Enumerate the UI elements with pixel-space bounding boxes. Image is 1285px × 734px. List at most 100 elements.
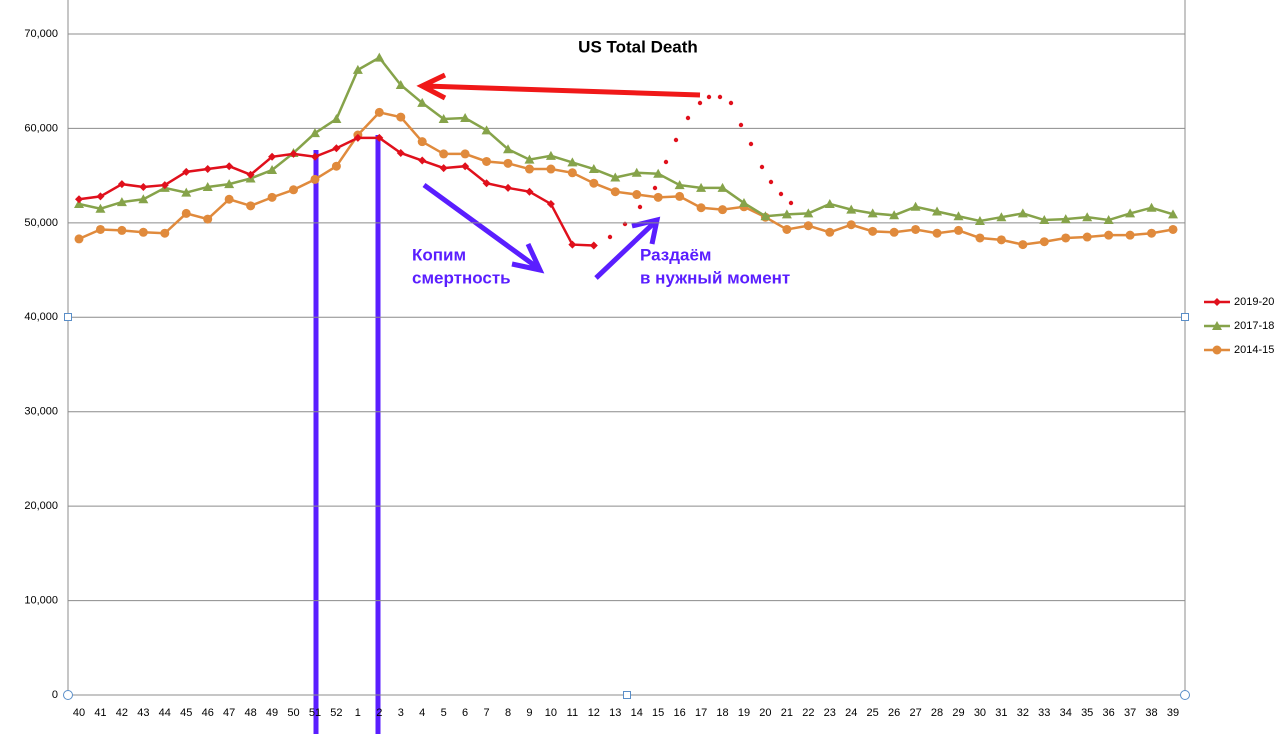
- marker: [911, 224, 921, 234]
- x-tick-label: 12: [588, 707, 600, 719]
- marker: [375, 133, 384, 142]
- y-tick-label: 40,000: [24, 311, 58, 323]
- marker: [846, 204, 857, 214]
- arrow: [416, 72, 701, 101]
- marker: [396, 148, 405, 157]
- marker: [482, 156, 492, 166]
- marker: [181, 208, 191, 218]
- x-tick-label: 30: [974, 707, 986, 719]
- marker: [117, 225, 127, 235]
- x-tick-label: 48: [244, 707, 256, 719]
- marker: [545, 150, 556, 160]
- x-tick-label: 10: [545, 707, 557, 719]
- x-tick-label: 16: [674, 707, 686, 719]
- marker: [610, 172, 621, 182]
- legend-item: 2017-18: [1204, 320, 1274, 332]
- x-tick-label: 7: [484, 707, 490, 719]
- marker: [481, 125, 492, 135]
- dot: [768, 179, 774, 185]
- x-tick-label: 46: [202, 707, 214, 719]
- x-tick-label: 32: [1017, 707, 1029, 719]
- marker: [846, 220, 856, 230]
- handle: [1181, 313, 1189, 321]
- marker: [1061, 233, 1071, 243]
- marker: [289, 185, 299, 195]
- arrow: [422, 182, 545, 274]
- marker: [889, 227, 899, 237]
- marker: [75, 195, 83, 204]
- y-tick-label: 30,000: [24, 406, 58, 418]
- x-tick-label: 43: [137, 707, 149, 719]
- marker: [461, 162, 470, 171]
- marker: [202, 181, 213, 191]
- marker: [203, 214, 213, 224]
- x-tick-label: 38: [1145, 707, 1157, 719]
- x-tick-label: 23: [824, 707, 836, 719]
- marker: [1017, 208, 1028, 218]
- x-tick-label: 4: [419, 707, 425, 719]
- marker: [439, 149, 449, 159]
- y-tick-label: 10,000: [24, 594, 58, 606]
- x-tick-label: 13: [609, 707, 621, 719]
- marker: [1082, 232, 1092, 242]
- legend-marker: [1212, 345, 1222, 355]
- handle: [623, 691, 631, 699]
- x-tick-label: 5: [441, 707, 447, 719]
- x-tick-label: 45: [180, 707, 192, 719]
- x-tick-label: 20: [759, 707, 771, 719]
- x-tick-label: 40: [73, 707, 85, 719]
- marker: [696, 182, 707, 192]
- marker: [1146, 202, 1157, 212]
- x-tick-label: 41: [94, 707, 106, 719]
- marker: [289, 149, 298, 158]
- marker: [889, 210, 900, 220]
- arrow: [594, 216, 661, 280]
- marker: [224, 194, 234, 204]
- x-tick-label: 21: [781, 707, 793, 719]
- x-tick-label: 50: [287, 707, 299, 719]
- marker: [546, 199, 555, 208]
- x-tick-label: 49: [266, 707, 278, 719]
- marker: [246, 201, 256, 211]
- marker: [116, 197, 127, 207]
- marker: [568, 240, 577, 249]
- legend-marker: [1213, 298, 1221, 306]
- marker: [95, 224, 105, 234]
- marker: [331, 161, 341, 171]
- annotation: в нужный момент: [640, 268, 790, 287]
- x-tick-label: 17: [695, 707, 707, 719]
- marker: [267, 164, 278, 174]
- marker: [95, 203, 106, 213]
- x-tick-label: 36: [1103, 707, 1115, 719]
- marker: [953, 211, 964, 221]
- marker: [782, 224, 792, 234]
- marker: [439, 164, 448, 173]
- marker: [438, 113, 449, 123]
- marker: [932, 228, 942, 238]
- marker: [524, 154, 535, 164]
- x-tick-label: 11: [567, 707, 578, 719]
- marker: [910, 201, 921, 211]
- handle: [1180, 690, 1190, 700]
- marker: [567, 157, 578, 167]
- dot: [637, 204, 643, 210]
- x-tick-label: 22: [802, 707, 814, 719]
- marker: [867, 208, 878, 218]
- marker: [610, 187, 620, 197]
- marker: [567, 168, 577, 178]
- marker: [181, 187, 192, 197]
- marker: [331, 113, 342, 123]
- marker: [160, 228, 170, 238]
- legend-marker: [1212, 321, 1222, 330]
- marker: [96, 192, 105, 201]
- marker: [396, 112, 406, 122]
- marker: [395, 79, 406, 89]
- x-tick-label: 42: [116, 707, 128, 719]
- marker: [503, 144, 514, 154]
- x-tick-label: 39: [1167, 707, 1179, 719]
- legend-label: 2017-18: [1234, 320, 1274, 332]
- legend-item: 2014-15: [1204, 344, 1274, 356]
- marker: [203, 165, 212, 174]
- annotation: Раздаём: [640, 245, 712, 264]
